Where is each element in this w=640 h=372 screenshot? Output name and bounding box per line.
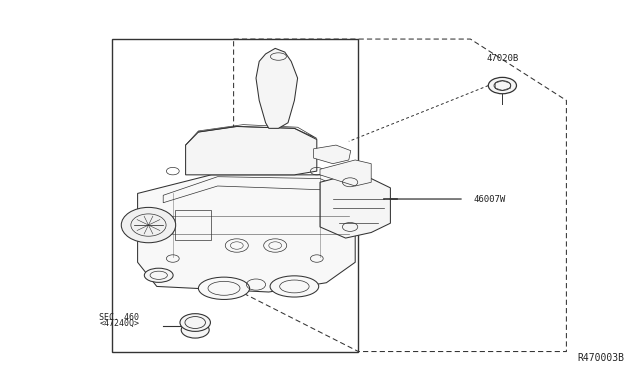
Ellipse shape [122, 207, 175, 243]
Polygon shape [320, 175, 390, 238]
Circle shape [488, 77, 516, 94]
Polygon shape [320, 160, 371, 186]
Text: 47020B: 47020B [486, 54, 518, 63]
Bar [112, 39, 358, 352]
Circle shape [180, 314, 211, 331]
Ellipse shape [270, 276, 319, 297]
Ellipse shape [198, 277, 250, 299]
Bar [175, 210, 211, 240]
Text: SEC. 460: SEC. 460 [99, 313, 140, 322]
Text: <47240Q>: <47240Q> [99, 319, 140, 328]
Text: 46007W: 46007W [474, 195, 506, 203]
Polygon shape [186, 126, 317, 175]
Polygon shape [314, 145, 351, 164]
Ellipse shape [145, 268, 173, 282]
Polygon shape [256, 48, 298, 128]
Circle shape [181, 322, 209, 338]
Polygon shape [138, 175, 355, 292]
Text: R470003B: R470003B [577, 353, 624, 363]
